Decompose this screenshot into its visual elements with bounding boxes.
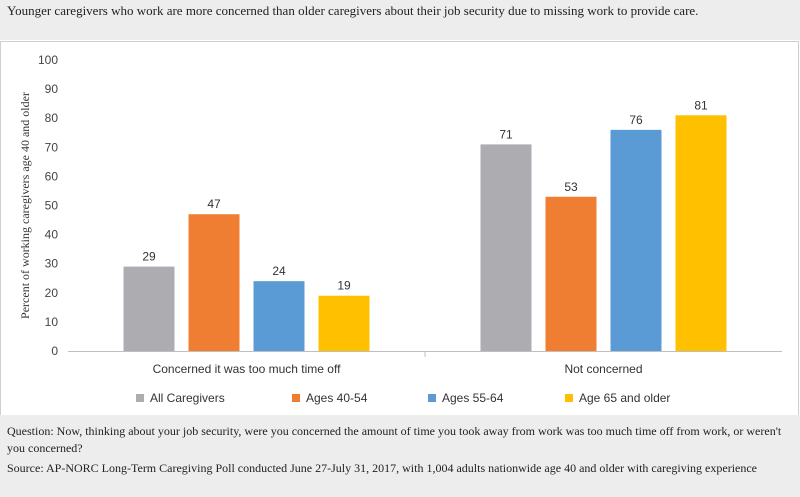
y-tick-label: 60 [45,169,59,183]
bar-chart: 0 10 20 30 40 50 60 70 80 90 100 Percent of working… [18,53,782,376]
y-tick-label: 80 [45,111,59,125]
y-tick-label: 10 [45,315,59,329]
y-tick-label: 0 [51,344,58,358]
y-tick-label: 20 [45,286,59,300]
legend-swatch [136,394,144,402]
legend-label: Ages 55-64 [442,391,504,405]
bar [188,214,240,351]
data-label: 47 [207,197,221,211]
legend-item: Age 65 and older [565,389,670,407]
y-tick-label: 50 [45,199,59,213]
legend-item: Ages 40-54 [292,389,367,407]
legend-swatch [565,394,573,402]
y-tick-label: 40 [45,228,59,242]
legend-label: Ages 40-54 [306,391,368,405]
y-tick-label: 100 [38,53,58,67]
bar [480,144,532,351]
chart-legend: All Caregivers Ages 40-54 Ages 55-64 Age 65… [0,389,800,407]
legend-label: Age 65 and older [579,391,671,405]
data-label: 24 [272,264,286,278]
data-label: 81 [694,98,708,112]
x-category-label: Concerned it was too much time off [153,362,342,376]
bar [253,281,305,351]
chart-title: Younger caregivers who work are more con… [7,3,699,18]
legend-item: All Caregivers [136,389,225,407]
chart-header: Younger caregivers who work are more con… [0,0,800,40]
question-note: Question: Now, thinking about your job s… [7,424,782,455]
legend-swatch [292,394,300,402]
data-label: 76 [629,113,643,127]
data-label: 71 [499,127,513,141]
y-tick-label: 90 [45,82,59,96]
legend-label: All Caregivers [150,391,225,405]
source-note: Source: AP-NORC Long-Term Caregiving Pol… [7,461,758,475]
x-category-label: Not concerned [564,362,642,376]
bar [318,295,370,351]
chart-panel [0,41,799,416]
bar [545,196,597,351]
data-label: 53 [564,180,578,194]
y-tick-label: 70 [45,140,59,154]
bar [610,129,662,351]
data-label: 19 [337,279,351,293]
legend-swatch [428,394,436,402]
chart-footer: Question: Now, thinking about your job s… [0,415,800,497]
legend-item: Ages 55-64 [428,389,503,407]
data-label: 29 [142,250,156,264]
y-tick-label: 30 [45,257,59,271]
y-axis-title: Percent of working caregivers age 40 and… [18,92,32,319]
bar [123,266,175,351]
bar [675,115,727,351]
